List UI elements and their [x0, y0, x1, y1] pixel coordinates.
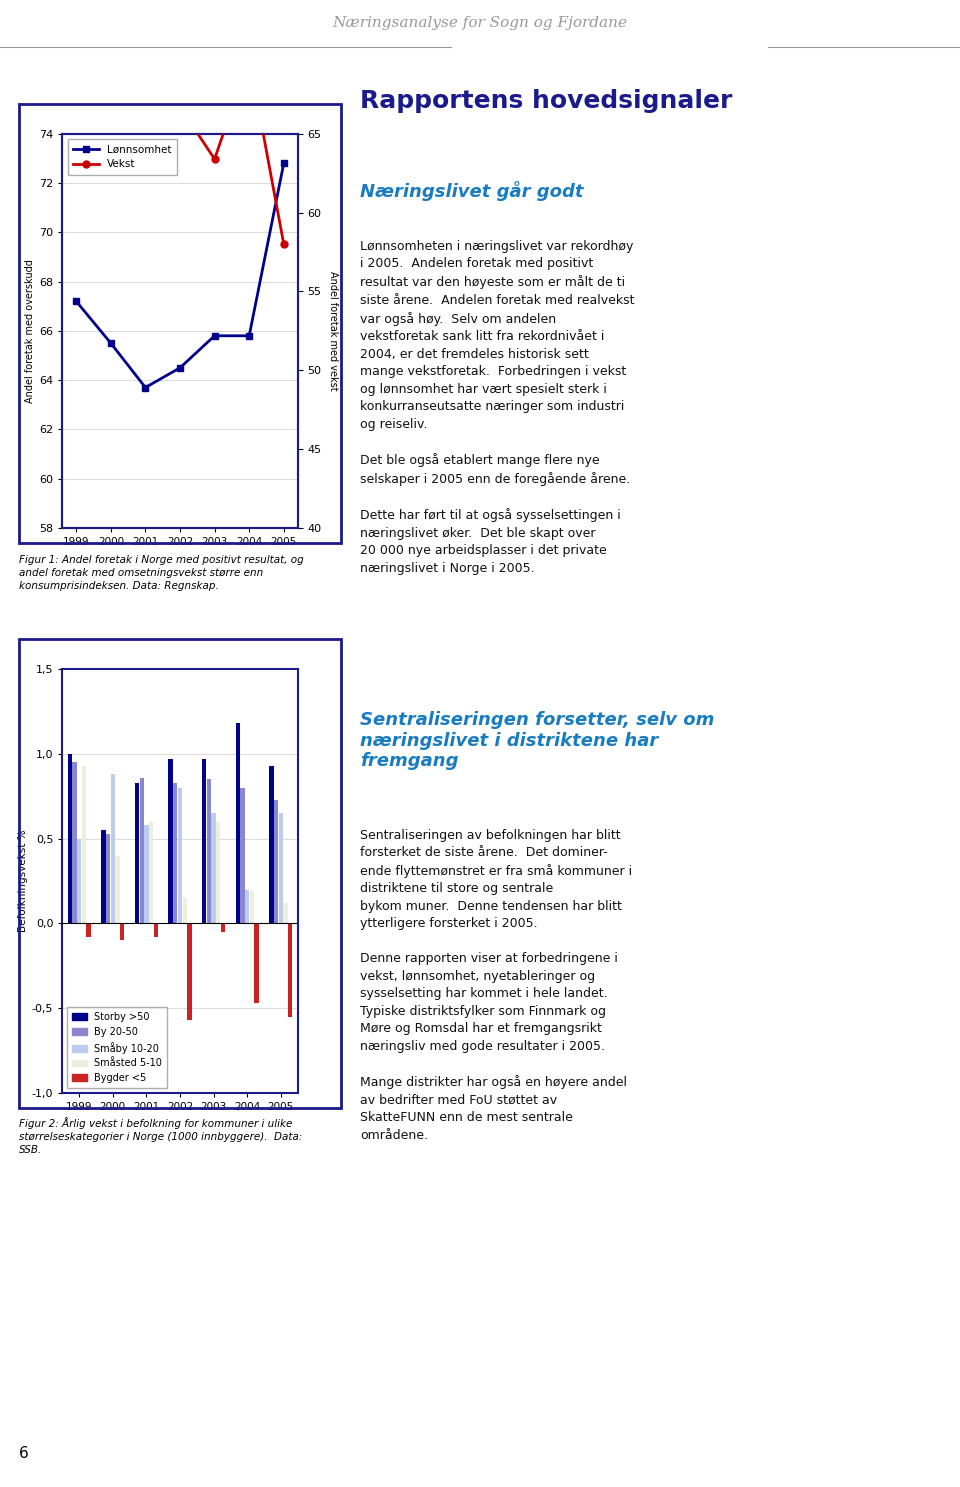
Bar: [144, 825, 149, 923]
Bar: [173, 782, 178, 923]
Bar: [187, 923, 192, 1020]
Bar: [206, 779, 211, 923]
Text: 6: 6: [19, 1445, 29, 1462]
Bar: [221, 923, 226, 932]
Bar: [86, 923, 91, 937]
Text: Figur 2: Årlig vekst i befolkning for kommuner i ulike
størrelseskategorier i No: Figur 2: Årlig vekst i befolkning for ko…: [19, 1117, 302, 1155]
Bar: [110, 775, 115, 923]
Text: Næringsanalyse for Sogn og Fjordane: Næringsanalyse for Sogn og Fjordane: [332, 16, 628, 30]
Bar: [240, 788, 245, 923]
Text: Lønnsomheten i næringslivet var rekordhøy
i 2005.  Andelen foretak med positivt
: Lønnsomheten i næringslivet var rekordhø…: [360, 239, 635, 575]
Bar: [278, 813, 283, 923]
Y-axis label: Andel foretak med overskudd: Andel foretak med overskudd: [25, 259, 35, 403]
Bar: [134, 782, 139, 923]
Bar: [202, 758, 206, 923]
Bar: [216, 822, 221, 923]
Bar: [250, 891, 254, 923]
Bar: [168, 758, 173, 923]
Bar: [245, 889, 250, 923]
Bar: [211, 813, 216, 923]
Legend: Storby >50, By 20-50, Småby 10-20, Småsted 5-10, Bygder <5: Storby >50, By 20-50, Småby 10-20, Småst…: [67, 1007, 167, 1088]
Bar: [182, 898, 187, 923]
Bar: [154, 923, 158, 937]
Bar: [120, 923, 125, 940]
Y-axis label: Andel foretak med vekst: Andel foretak med vekst: [328, 271, 338, 391]
Bar: [106, 834, 110, 923]
Bar: [101, 830, 106, 923]
Text: Sentraliseringen forsetter, selv om
næringslivet i distriktene har
fremgang: Sentraliseringen forsetter, selv om næri…: [360, 711, 714, 770]
Bar: [274, 800, 278, 923]
Bar: [235, 723, 240, 923]
Text: Rapportens hovedsignaler: Rapportens hovedsignaler: [360, 89, 732, 113]
Bar: [178, 788, 182, 923]
Y-axis label: Befolkningsvekst %: Befolkningsvekst %: [17, 830, 28, 932]
Bar: [139, 778, 144, 923]
Bar: [149, 822, 154, 923]
Text: Figur 1: Andel foretak i Norge med positivt resultat, og
andel foretak med omset: Figur 1: Andel foretak i Norge med posit…: [19, 555, 304, 590]
Bar: [115, 855, 120, 923]
Bar: [254, 923, 259, 1004]
Bar: [269, 766, 274, 923]
Bar: [72, 763, 77, 923]
Bar: [77, 839, 82, 923]
Text: Næringslivet går godt: Næringslivet går godt: [360, 181, 584, 201]
Bar: [82, 766, 86, 923]
Bar: [283, 903, 288, 923]
Bar: [67, 754, 72, 923]
Legend: Lønnsomhet, Vekst: Lønnsomhet, Vekst: [67, 140, 177, 174]
Bar: [288, 923, 293, 1017]
Text: Sentraliseringen av befolkningen har blitt
forsterket de siste årene.  Det domin: Sentraliseringen av befolkningen har bli…: [360, 828, 632, 1142]
